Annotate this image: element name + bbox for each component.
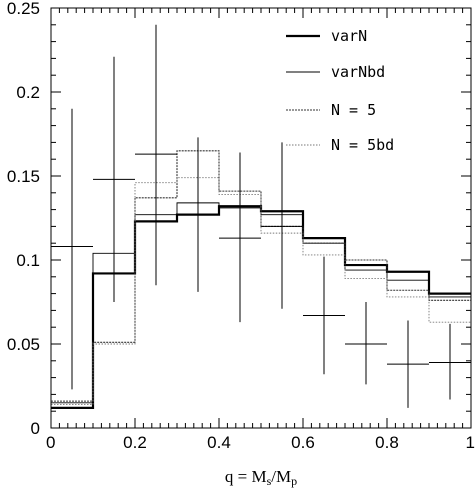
x-tick-label: 0.6 [291,433,315,452]
x-tick-label: 1 [466,433,475,452]
x-axis-label: q = Ms/Mp [225,467,297,488]
series-line-3 [51,177,471,405]
x-axis-label-prefix: q = M [225,467,267,486]
y-tick-label: 0 [31,419,40,438]
x-tick-label: 0.4 [207,433,231,452]
y-tick-label: 0.2 [16,83,40,102]
x-axis-label-sub1: s [267,474,272,488]
axis-ticks [50,7,472,429]
y-tick-label: 0.1 [16,251,40,270]
x-tick-label: 0.8 [375,433,399,452]
legend-label: N = 5bd [331,136,394,154]
tick-labels: 0 0.2 0.4 0.6 0.8 1 0 0.05 0.1 0.15 0.2 0.25 [7,0,475,452]
y-tick-label: 0.25 [7,0,40,18]
series-layer [51,150,471,409]
x-tick-label: 0 [46,433,55,452]
y-tick-label: 0.15 [7,167,40,186]
legend-label: varN [331,27,367,45]
x-tick-label: 0.2 [123,433,147,452]
legend-label: N = 5 [331,101,376,119]
observed-points-layer [51,24,471,408]
y-tick-label: 0.05 [7,335,40,354]
x-axis-label-mid: /M [271,467,291,486]
legend-label: varNbd [331,63,385,81]
legend: varN varNbd N = 5 N = 5bd [286,27,394,154]
x-axis-label-sub2: p [291,474,297,488]
